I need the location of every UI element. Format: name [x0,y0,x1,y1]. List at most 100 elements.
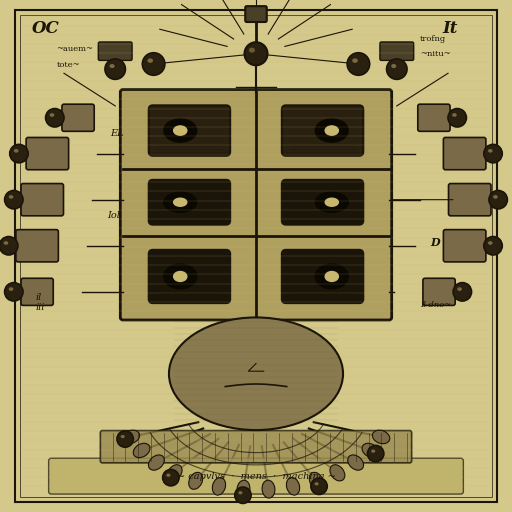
Ellipse shape [164,119,197,142]
Ellipse shape [325,271,338,282]
Ellipse shape [220,342,241,354]
Text: It: It [443,19,458,37]
Ellipse shape [5,190,23,209]
Ellipse shape [9,287,13,291]
FancyBboxPatch shape [26,137,69,170]
Ellipse shape [234,487,251,503]
FancyBboxPatch shape [49,458,463,494]
Ellipse shape [212,478,226,495]
Ellipse shape [325,126,338,135]
FancyBboxPatch shape [380,42,414,60]
Text: iii: iii [36,303,45,312]
Text: ~nitu~: ~nitu~ [420,50,451,58]
Ellipse shape [189,472,203,489]
Ellipse shape [4,241,8,245]
Ellipse shape [147,58,153,63]
Text: OC: OC [32,19,60,37]
FancyBboxPatch shape [282,180,364,225]
Ellipse shape [484,144,502,163]
Ellipse shape [105,59,125,79]
FancyBboxPatch shape [148,250,230,303]
FancyBboxPatch shape [21,279,53,305]
Ellipse shape [371,450,375,453]
Ellipse shape [484,237,502,255]
Ellipse shape [164,192,197,212]
Ellipse shape [122,430,140,444]
Ellipse shape [10,144,28,163]
Ellipse shape [174,198,187,206]
Ellipse shape [5,283,23,301]
Ellipse shape [245,42,267,65]
FancyBboxPatch shape [16,229,58,262]
Ellipse shape [148,455,164,470]
Ellipse shape [387,59,407,79]
Ellipse shape [457,287,462,291]
Ellipse shape [391,64,396,68]
Text: trofng: trofng [420,35,446,43]
Ellipse shape [174,126,187,135]
Ellipse shape [0,237,18,255]
Text: Il dno~: Il dno~ [420,301,451,309]
Ellipse shape [315,192,348,212]
FancyBboxPatch shape [443,137,486,170]
Ellipse shape [142,53,165,75]
FancyBboxPatch shape [98,42,132,60]
Ellipse shape [9,195,13,199]
Ellipse shape [163,470,179,486]
FancyBboxPatch shape [449,184,491,216]
Ellipse shape [368,445,384,462]
Ellipse shape [453,283,472,301]
FancyBboxPatch shape [282,250,364,303]
Ellipse shape [452,113,457,117]
Text: EL: EL [110,129,124,138]
Ellipse shape [362,443,379,458]
Ellipse shape [237,480,250,498]
Ellipse shape [448,109,466,127]
Ellipse shape [330,465,345,481]
Text: tote~: tote~ [56,60,80,69]
FancyBboxPatch shape [62,104,94,131]
FancyBboxPatch shape [423,279,455,305]
Ellipse shape [352,58,358,63]
Ellipse shape [348,455,364,470]
Ellipse shape [372,430,390,444]
FancyBboxPatch shape [245,6,267,22]
Ellipse shape [133,443,150,458]
FancyBboxPatch shape [443,229,486,262]
Ellipse shape [314,482,318,485]
Ellipse shape [164,264,197,289]
Text: ~ capvlvs  ·  mens  ·  machina ~: ~ capvlvs · mens · machina ~ [177,472,335,481]
Ellipse shape [311,478,327,495]
Ellipse shape [488,241,493,245]
Ellipse shape [286,478,300,495]
FancyBboxPatch shape [148,105,230,156]
Text: Iol: Iol [108,210,120,220]
FancyBboxPatch shape [282,105,364,156]
Ellipse shape [239,491,243,495]
Ellipse shape [46,109,64,127]
Ellipse shape [489,190,507,209]
Ellipse shape [110,64,115,68]
Ellipse shape [249,48,255,53]
Ellipse shape [315,119,348,142]
Ellipse shape [50,113,54,117]
FancyBboxPatch shape [21,184,63,216]
Ellipse shape [347,53,370,75]
Ellipse shape [174,271,187,282]
FancyBboxPatch shape [100,431,412,463]
Text: ~auem~: ~auem~ [56,45,93,53]
Ellipse shape [121,435,125,438]
FancyBboxPatch shape [120,90,392,320]
Ellipse shape [117,431,133,447]
Ellipse shape [271,342,292,354]
Text: D: D [430,237,440,248]
Ellipse shape [493,195,498,199]
FancyBboxPatch shape [148,180,230,225]
Ellipse shape [315,264,348,289]
Ellipse shape [309,472,323,489]
Ellipse shape [166,474,170,477]
Ellipse shape [14,149,18,153]
Ellipse shape [262,480,275,498]
Text: il: il [36,292,42,302]
Ellipse shape [167,465,182,481]
